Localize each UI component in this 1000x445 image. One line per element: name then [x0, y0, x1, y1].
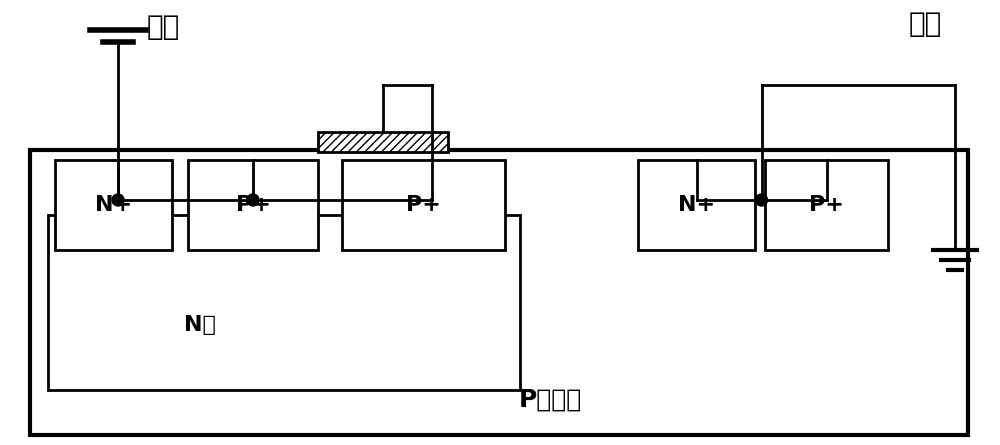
Bar [55, 160, 172, 250]
Text: P型衬底: P型衬底 [518, 388, 582, 412]
Bar [765, 160, 888, 250]
Text: 阳极: 阳极 [146, 13, 180, 41]
Text: N+: N+ [678, 195, 715, 215]
Bar [48, 215, 520, 390]
Bar [188, 160, 318, 250]
Text: N+: N+ [95, 195, 132, 215]
Bar [342, 160, 505, 250]
Bar [638, 160, 755, 250]
Circle shape [247, 194, 259, 206]
Circle shape [756, 194, 768, 206]
Text: P+: P+ [406, 195, 441, 215]
Circle shape [112, 194, 124, 206]
Text: 阴极: 阴极 [908, 10, 942, 38]
Bar [30, 150, 968, 435]
Text: P+: P+ [236, 195, 270, 215]
Text: P+: P+ [809, 195, 844, 215]
Text: N阱: N阱 [184, 315, 216, 335]
Bar [318, 132, 448, 152]
